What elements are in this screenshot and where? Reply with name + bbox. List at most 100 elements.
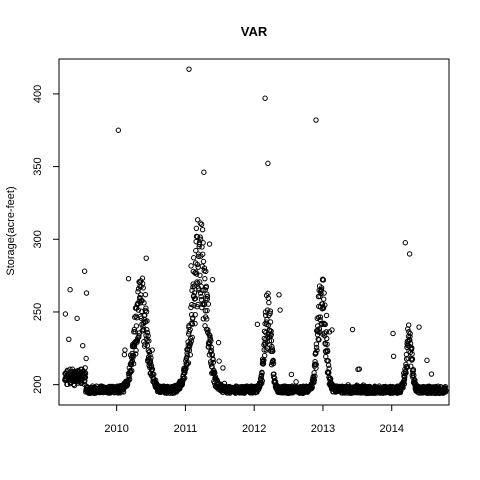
data-point [146, 348, 153, 355]
data-point [318, 285, 325, 291]
data-point [269, 346, 276, 352]
data-point [130, 354, 136, 361]
data-point [200, 251, 206, 257]
data-point [410, 366, 417, 373]
data-point [276, 292, 282, 298]
y-tick-label: 200 [32, 375, 44, 393]
data-point [203, 268, 209, 275]
data-point [424, 357, 430, 364]
data-point [428, 371, 435, 377]
data-point [267, 308, 274, 314]
data-point [120, 389, 127, 395]
x-tick-label: 2010 [104, 423, 128, 435]
data-point [416, 324, 422, 330]
data-point [322, 302, 328, 308]
y-tick-label: 350 [32, 157, 44, 175]
data-point [402, 240, 408, 246]
data-point [210, 359, 217, 366]
data-point [143, 308, 150, 315]
data-point [192, 320, 198, 327]
data-point [268, 328, 274, 334]
data-point [193, 247, 199, 254]
data-point [192, 295, 199, 302]
data-point [270, 357, 276, 364]
data-point [317, 314, 324, 320]
data-point [129, 367, 135, 374]
data-point [196, 239, 203, 246]
data-point [356, 366, 363, 372]
x-axis: 2010 2011 2012 2013 2014 [104, 405, 404, 435]
data-point [197, 272, 203, 279]
data-point [264, 307, 271, 313]
data-point [133, 347, 139, 354]
data-point [122, 347, 128, 353]
data-point [270, 348, 276, 354]
data-point [403, 370, 409, 376]
data-point [187, 352, 194, 358]
data-point [192, 312, 198, 318]
data-point [145, 333, 151, 339]
data-point [139, 275, 146, 281]
data-point [268, 331, 274, 338]
data-point [194, 279, 200, 285]
data-point [198, 221, 205, 227]
data-point [188, 263, 194, 269]
y-tick-label: 250 [32, 303, 44, 321]
data-point [406, 251, 413, 257]
data-point [74, 315, 80, 322]
data-point [202, 275, 208, 282]
data-point [293, 379, 299, 385]
data-point [144, 318, 150, 324]
data-point [254, 321, 261, 328]
plot-frame [58, 58, 450, 406]
data-point [78, 379, 85, 385]
data-point [136, 332, 142, 339]
y-tick-label: 400 [32, 85, 44, 103]
data-point [191, 255, 197, 261]
data-point [184, 361, 191, 367]
data-point [140, 324, 146, 330]
data-point [205, 327, 211, 333]
data-point [220, 365, 226, 371]
data-point [149, 347, 155, 353]
data-point [322, 321, 328, 328]
data-point [194, 271, 200, 277]
data-point [259, 378, 265, 384]
data-point [143, 255, 149, 261]
data-point [390, 353, 397, 359]
data-point [201, 301, 208, 307]
data-point [216, 358, 222, 364]
data-point [189, 334, 195, 341]
data-point [191, 290, 198, 296]
data-point [179, 381, 186, 387]
data-point [314, 347, 320, 353]
data-point [262, 352, 268, 359]
data-point [314, 315, 321, 322]
data-point [207, 332, 213, 339]
data-point [190, 268, 197, 275]
data-point [193, 238, 199, 245]
data-point [221, 380, 228, 387]
data-point [139, 308, 145, 315]
data-point [81, 268, 88, 274]
data-point [324, 335, 330, 342]
y-tick-label: 300 [32, 230, 44, 248]
data-point [204, 316, 210, 322]
data-point [215, 339, 222, 346]
data-point [125, 275, 132, 282]
data-point [204, 293, 211, 300]
data-point [442, 383, 449, 390]
data-point [148, 355, 154, 361]
data-point [313, 350, 319, 357]
data-point [194, 261, 200, 268]
data-point [201, 265, 208, 271]
data-point [143, 305, 149, 311]
data-point [200, 258, 207, 265]
data-point [324, 348, 331, 355]
data-point [309, 384, 315, 391]
data-point [313, 361, 319, 368]
data-point [135, 335, 141, 341]
data-point [129, 358, 135, 364]
data-point [312, 373, 318, 379]
